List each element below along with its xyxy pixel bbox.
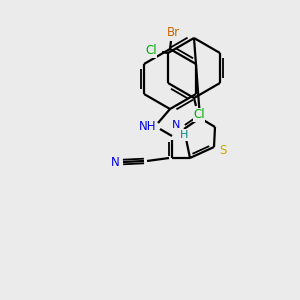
Text: NH: NH <box>139 121 157 134</box>
Text: N: N <box>111 155 119 169</box>
Text: Br: Br <box>167 26 180 40</box>
Text: Cl: Cl <box>145 44 157 58</box>
Text: N: N <box>172 120 180 130</box>
Text: Cl: Cl <box>193 109 205 122</box>
Text: S: S <box>219 145 227 158</box>
Text: H: H <box>180 130 188 140</box>
